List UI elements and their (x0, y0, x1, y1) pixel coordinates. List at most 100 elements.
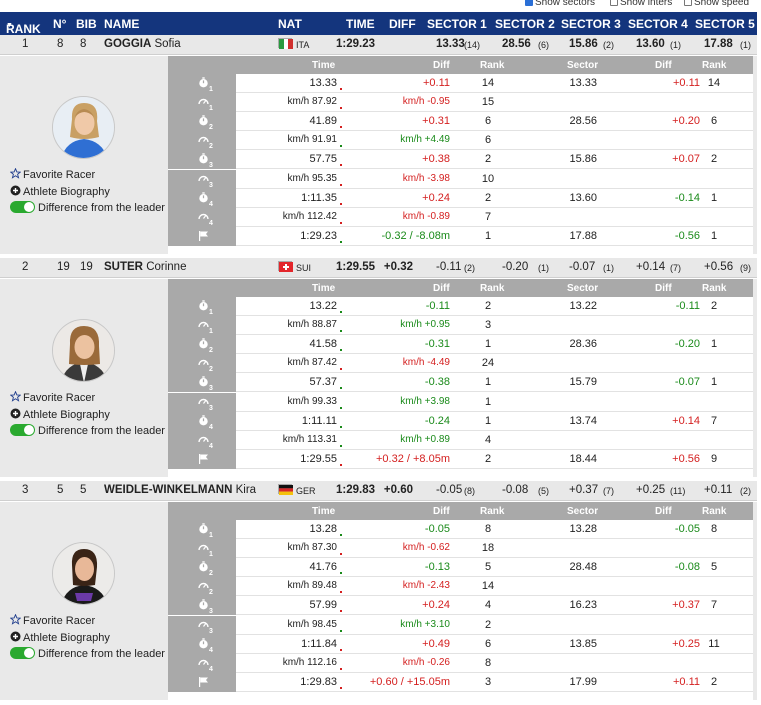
col-name[interactable]: NAME (104, 17, 140, 31)
split-time: 13.33 (309, 77, 337, 89)
split-table: Time Diff Rank Sector Diff Rank 1 13.33 +0.11 14 1… (168, 56, 753, 254)
split-time: km/h 112.16 (282, 656, 337, 668)
split-rank: 8 (484, 656, 492, 669)
split-row: 4 km/h 113.31 km/h +0.89 4 (168, 430, 753, 450)
sector-4-rank: (1) (670, 40, 681, 50)
th-sector-rank: Rank (702, 506, 727, 517)
col-diff[interactable]: DIFF (389, 17, 416, 31)
racer-summary-row[interactable]: 1 8 8 GOGGIA Sofia ITA 1:29.23 13.33 (14) 28.56 (… (0, 35, 757, 55)
racer-nat: ITA (296, 40, 310, 50)
delta-marker (340, 534, 342, 536)
sector-4-rank: (7) (670, 263, 681, 273)
col-sector-5[interactable]: SECTOR 5 (695, 17, 755, 31)
sector-time: 28.36 (569, 338, 597, 351)
delta-marker (340, 387, 342, 390)
favorite-racer-link[interactable]: Favorite Racer (9, 390, 95, 404)
delta-marker (340, 553, 342, 556)
racer-summary-row[interactable]: 3 5 5 WEIDLE-WINKELMANN Kira GER 1:29.83 +0.60… (0, 481, 757, 501)
stopwatch-icon: 1 (198, 77, 213, 93)
split-time: km/h 87.42 (287, 357, 337, 369)
racer-nat: GER (296, 486, 316, 496)
sector-1-rank: (2) (464, 263, 475, 273)
favorite-racer-link[interactable]: Favorite Racer (9, 613, 95, 627)
sector-1-value: 13.33 (436, 38, 465, 50)
th-diff: Diff (433, 283, 450, 294)
delta-marker (340, 610, 342, 613)
sector-rank: 2 (710, 300, 718, 312)
col-bib[interactable]: BIB (76, 17, 97, 31)
col-sector-4[interactable]: SECTOR 4 (628, 17, 688, 31)
checkbox-checked-icon[interactable] (525, 0, 533, 6)
col-time[interactable]: TIME (346, 17, 375, 31)
split-row-icon: 4 (168, 411, 236, 431)
racer-name[interactable]: SUTER Corinne (104, 261, 186, 273)
toggle-show-speed[interactable]: Show speed (684, 0, 749, 8)
toggle-show-sectors[interactable]: Show sectors (525, 0, 595, 8)
plus-circle-icon (10, 408, 21, 419)
toggle-show-inters[interactable]: Show inters (610, 0, 672, 8)
diff-from-leader-toggle[interactable]: Difference from the leader (10, 201, 165, 214)
split-time: 13.28 (309, 523, 337, 535)
split-rank: 14 (481, 77, 495, 89)
checkbox-icon[interactable] (684, 0, 692, 6)
sector-3-value: +0.37 (569, 484, 599, 496)
col-no[interactable]: N° (53, 17, 67, 31)
split-rank: 10 (481, 172, 495, 185)
col-sector-1[interactable]: SECTOR 1 (427, 17, 487, 31)
delta-marker (340, 311, 342, 313)
toggle-switch-icon[interactable] (10, 201, 35, 213)
split-row: 4 1:11.11 -0.24 1 13.74 +0.14 7 (168, 411, 753, 431)
split-table-header: Time Diff Rank Sector Diff Rank (168, 56, 753, 74)
racer-no: 5 (57, 484, 64, 496)
split-row: 1 13.33 +0.11 14 13.33 +0.11 14 (168, 74, 753, 93)
split-diff: +0.38 (422, 153, 450, 166)
split-row: 1 13.28 -0.05 8 13.28 -0.05 8 (168, 520, 753, 539)
stopwatch-icon: 3 (198, 376, 213, 392)
toggle-label: Show sectors (535, 0, 596, 8)
sector-1-value: -0.11 (436, 261, 462, 273)
sector-time: 17.88 (569, 229, 597, 242)
racer-summary-row[interactable]: 2 19 19 SUTER Corinne SUI 1:29.55 +0.32 -0.11 (2… (0, 258, 757, 278)
sector-2-rank: (6) (538, 40, 549, 50)
col-nat[interactable]: NAT (278, 17, 302, 31)
split-row: 2 41.89 +0.31 6 28.56 +0.20 6 (168, 112, 753, 132)
favorite-racer-link[interactable]: Favorite Racer (9, 167, 95, 181)
athlete-biography-link[interactable]: Athlete Biography (10, 185, 110, 198)
sector-rank: 1 (710, 191, 718, 204)
delta-marker (340, 406, 342, 409)
split-table: Time Diff Rank Sector Diff Rank 1 13.28 -0.05 8 13… (168, 502, 753, 700)
sector-diff: -0.20 (674, 338, 700, 351)
toggle-switch-icon[interactable] (10, 647, 35, 659)
athlete-biography-link[interactable]: Athlete Biography (10, 631, 110, 644)
split-row: 4 1:11.35 +0.24 2 13.60 -0.14 1 (168, 188, 753, 208)
sector-5-rank: (9) (740, 263, 751, 273)
racer-name[interactable]: WEIDLE-WINKELMANN Kira (104, 484, 256, 496)
split-time: km/h 87.30 (287, 542, 337, 554)
split-row-icon: 2 (168, 577, 236, 597)
split-diff: +0.49 (422, 637, 450, 650)
split-diff: km/h +0.95 (400, 319, 450, 331)
racer-sidebar: Favorite Racer Athlete Biography Differenc… (0, 56, 168, 254)
split-diff: km/h -0.26 (402, 656, 450, 668)
th-rank: Rank (480, 506, 505, 517)
checkbox-icon[interactable] (610, 0, 618, 6)
split-row: 1:29.83 +0.60 / +15.05m 3 17.99 +0.11 2 (168, 672, 753, 692)
delta-marker (340, 330, 342, 333)
sector-time: 13.28 (569, 523, 597, 535)
athlete-biography-link[interactable]: Athlete Biography (10, 408, 110, 421)
col-sector-3[interactable]: SECTOR 3 (561, 17, 621, 31)
delta-marker (340, 667, 342, 670)
sector-diff: +0.14 (672, 414, 700, 427)
split-row: 3 57.37 -0.38 1 15.79 -0.07 1 (168, 373, 753, 393)
sector-3-value: 15.86 (569, 38, 598, 50)
star-icon (9, 613, 22, 625)
racer-name[interactable]: GOGGIA Sofia (104, 38, 181, 50)
toggle-switch-icon[interactable] (10, 424, 35, 436)
racer-sidebar: Favorite Racer Athlete Biography Differenc… (0, 502, 168, 700)
split-diff: km/h -0.62 (402, 542, 450, 554)
split-row-icon: 1 (168, 297, 236, 316)
col-sector-2[interactable]: SECTOR 2 (495, 17, 555, 31)
diff-from-leader-toggle[interactable]: Difference from the leader (10, 647, 165, 660)
split-row-icon: 1 (168, 74, 236, 93)
diff-from-leader-toggle[interactable]: Difference from the leader (10, 424, 165, 437)
